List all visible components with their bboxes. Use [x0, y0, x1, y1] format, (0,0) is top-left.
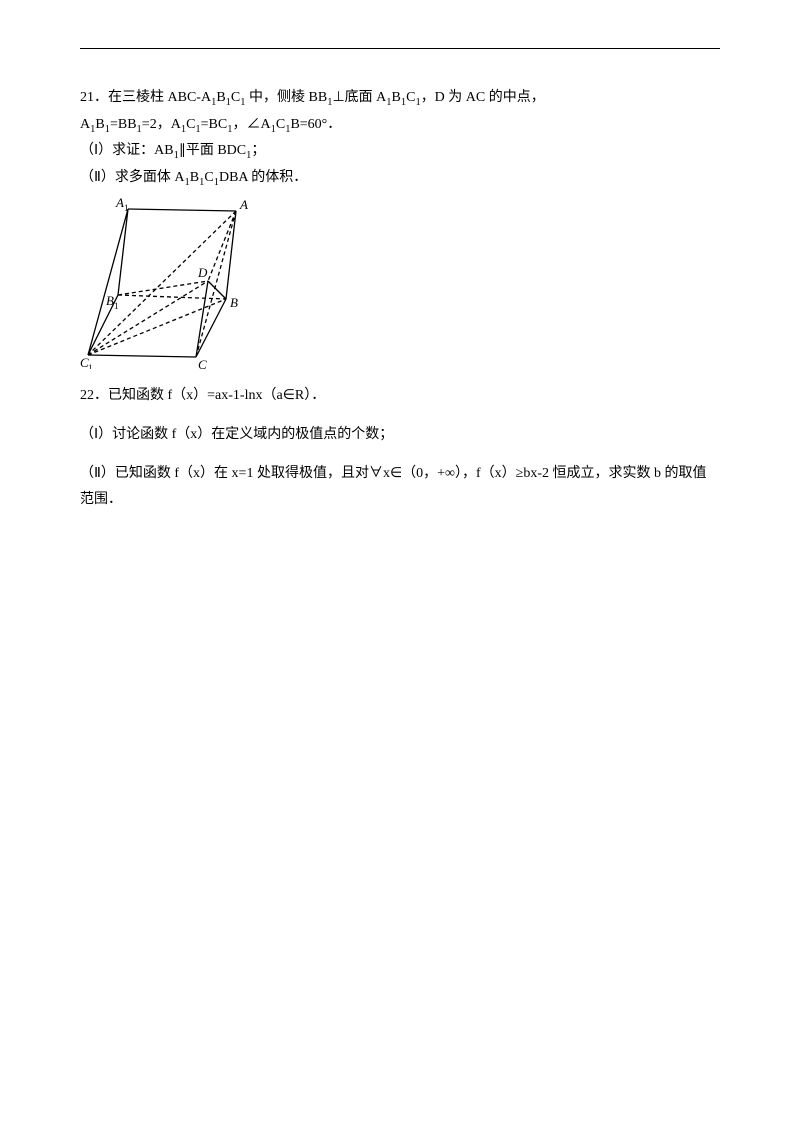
p22-part1: （Ⅰ）讨论函数 f（x）在定义域内的极值点的个数； [80, 422, 720, 449]
t: B=60°． [290, 117, 341, 132]
svg-text:C: C [198, 357, 207, 369]
t: （Ⅰ）求证：AB [80, 143, 174, 158]
p22-part2: （Ⅱ）已知函数 f（x）在 x=1 处取得极值，且对∀x∈（0，+∞），f（x）… [80, 461, 720, 514]
prism-diagram: A1AB1BC1CD [80, 197, 270, 369]
t: B [216, 90, 225, 105]
t: ∥平面 BDC [179, 143, 246, 158]
t: C [186, 117, 195, 132]
svg-text:1: 1 [88, 363, 93, 369]
t: =BC [201, 117, 228, 132]
t: C [231, 90, 240, 105]
t: B [190, 170, 199, 185]
svg-text:B: B [230, 295, 238, 310]
p22-number: 22． [80, 388, 108, 403]
problem-21: 21．在三棱柱 ABC-A1B1C1 中，侧棱 BB1⊥底面 A1B1C1，D … [80, 85, 720, 369]
t: =2，A [142, 117, 181, 132]
svg-text:A: A [239, 197, 248, 212]
t: B [392, 90, 401, 105]
svg-text:A: A [115, 197, 124, 210]
t: 已知函数 f（x）=ax-1-lnx（a∈R）． [108, 388, 325, 403]
t: 中，侧棱 BB [246, 90, 328, 105]
t: ，D 为 AC 的中点， [421, 90, 545, 105]
svg-text:D: D [197, 265, 208, 280]
t: =BB [110, 117, 137, 132]
p21-line2: A1B1=BB1=2，A1C1=BC1，∠A1C1B=60°． [80, 112, 720, 139]
p21-figure: A1AB1BC1CD [80, 197, 720, 369]
svg-text:1: 1 [114, 301, 119, 311]
p21-part1: （Ⅰ）求证：AB1∥平面 BDC1； [80, 138, 720, 165]
t: ； [251, 143, 265, 158]
t: ⊥底面 A [332, 90, 386, 105]
t: C [204, 170, 213, 185]
p21-number: 21． [80, 90, 108, 105]
t: （Ⅱ）求多面体 A [80, 170, 185, 185]
problem-22: 22．已知函数 f（x）=ax-1-lnx（a∈R）． （Ⅰ）讨论函数 f（x）… [80, 383, 720, 513]
t: 在三棱柱 ABC-A [108, 90, 211, 105]
svg-text:B: B [106, 293, 114, 308]
t: C [276, 117, 285, 132]
svg-text:1: 1 [124, 203, 129, 213]
t: DBA 的体积． [219, 170, 307, 185]
t: ，∠A [232, 117, 270, 132]
t: A [80, 117, 90, 132]
t: B [95, 117, 104, 132]
top-rule [80, 48, 720, 49]
p22-line1: 22．已知函数 f（x）=ax-1-lnx（a∈R）． [80, 383, 720, 410]
p21-part2: （Ⅱ）求多面体 A1B1C1DBA 的体积． [80, 165, 720, 192]
p21-line1: 21．在三棱柱 ABC-A1B1C1 中，侧棱 BB1⊥底面 A1B1C1，D … [80, 85, 720, 112]
